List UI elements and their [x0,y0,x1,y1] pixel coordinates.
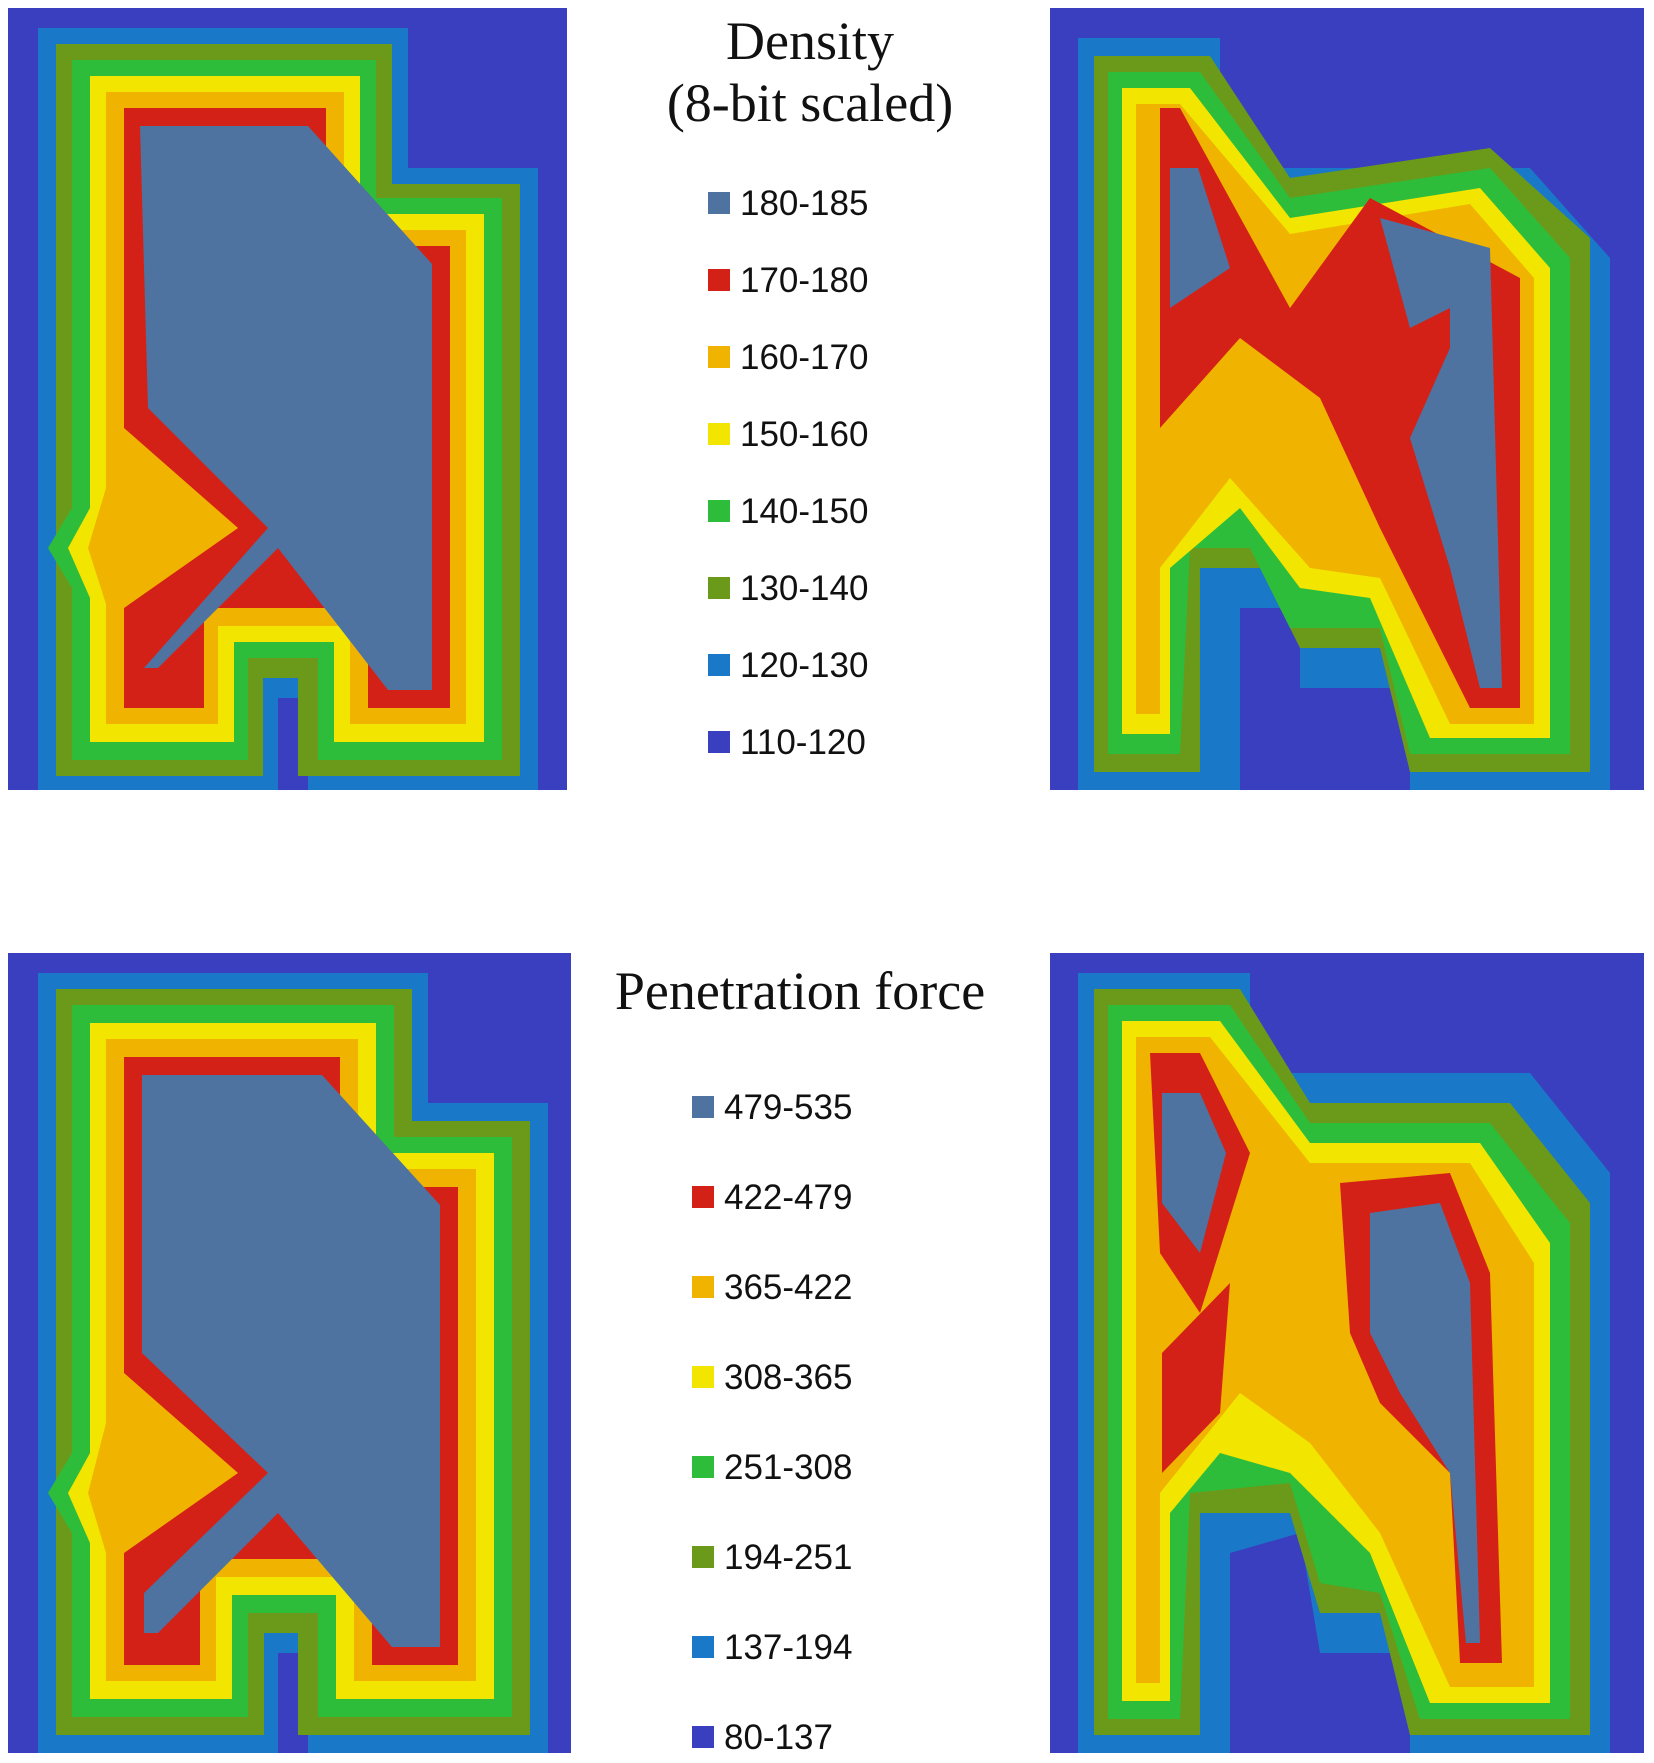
density-legend-label: 180-185 [740,184,869,223]
force-legend-title: Penetration force [614,961,986,1021]
force-legend-label: 80-137 [724,1718,833,1757]
density-legend-label: 110-120 [740,723,866,762]
density-legend-swatch [708,577,730,599]
force-legend-label: 194-251 [724,1538,853,1577]
density-map-right [1050,8,1644,790]
density-legend-list: 180-185 170-180 160-170 150-160 140-150 130-1… [708,184,968,762]
force-legend-label: 422-479 [724,1178,853,1217]
force-legend-label: 137-194 [724,1628,853,1667]
force-map-left [8,953,571,1753]
density-title-line1: Density [726,11,894,71]
density-legend-label: 160-170 [740,338,869,377]
density-legend: Density (8-bit scaled) 180-185 170-180 160… [620,10,1000,770]
density-map-left [8,8,567,790]
density-title-line2: (8-bit scaled) [666,73,954,134]
density-legend-label: 150-160 [740,415,869,454]
density-legend-label: 140-150 [740,492,869,531]
force-legend-swatch [692,1366,714,1388]
force-legend-swatch [692,1456,714,1478]
density-legend-swatch [708,269,730,291]
density-legend-label: 170-180 [740,261,869,300]
force-legend-label: 365-422 [724,1268,853,1307]
force-legend-swatch [692,1636,714,1658]
force-legend-label: 479-535 [724,1088,853,1127]
force-legend-swatch [692,1276,714,1298]
density-legend-swatch [708,346,730,368]
force-legend-list: 479-535 422-479 365-422 308-365 251-308 194-2… [692,1088,952,1757]
force-legend: Penetration force 479-535 422-479 365-422 3… [580,960,1020,1760]
force-legend-label: 308-365 [724,1358,853,1397]
density-legend-label: 120-130 [740,646,869,685]
density-legend-swatch [708,731,730,753]
density-legend-swatch [708,423,730,445]
density-legend-swatch [708,500,730,522]
force-legend-swatch [692,1186,714,1208]
force-legend-swatch [692,1726,714,1748]
force-legend-label: 251-308 [724,1448,853,1487]
density-legend-title: Density (8-bit scaled) [620,10,1000,134]
force-legend-swatch [692,1546,714,1568]
density-legend-swatch [708,654,730,676]
force-map-right [1050,953,1644,1753]
density-legend-label: 130-140 [740,569,869,608]
force-legend-swatch [692,1096,714,1118]
density-legend-swatch [708,192,730,214]
